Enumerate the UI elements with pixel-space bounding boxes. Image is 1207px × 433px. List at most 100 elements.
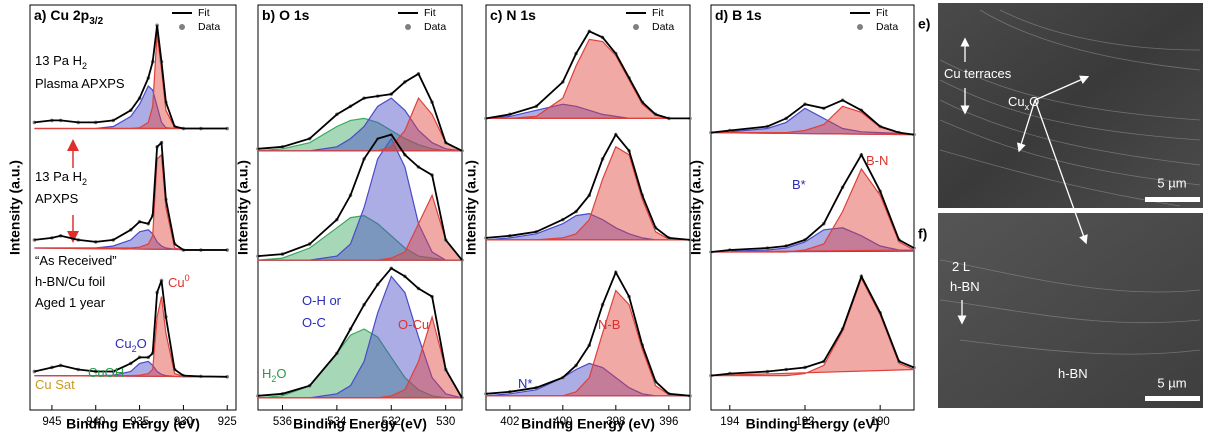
fit-line [34, 140, 228, 251]
x-tick-label: 925 [218, 416, 237, 428]
fit-line [34, 280, 228, 378]
component-peak [258, 97, 463, 152]
x-tick-label: 935 [130, 416, 149, 428]
annotation: “As Received” [35, 253, 117, 268]
x-tick-label: 945 [42, 416, 61, 428]
scale-bar [1145, 197, 1200, 202]
x-tick-label: 402 [500, 416, 519, 428]
fit-line [34, 25, 228, 130]
fit-line [710, 152, 915, 253]
fit-line [710, 99, 915, 136]
annotation-main: Cu Sat [35, 377, 75, 392]
image-label: f) [918, 226, 927, 242]
legend-label: Data [198, 21, 220, 33]
annotation: B-N [866, 153, 888, 168]
annotation-sub: 2 [132, 344, 137, 354]
panel-title-main: d) B 1s [715, 7, 762, 23]
x-tick-label: 194 [720, 416, 740, 428]
annotation-main: O-Cu [398, 317, 429, 332]
panel-title: b) O 1s [262, 7, 310, 23]
annotation-tail: O [137, 336, 147, 351]
panel-title: d) B 1s [715, 7, 762, 23]
legend-label: Data [652, 21, 674, 33]
component-peak [486, 38, 690, 119]
plot-frame [485, 4, 691, 411]
image-annotation: Cu terraces [944, 66, 1012, 81]
annotation: Cu Sat [35, 377, 75, 392]
annotation: Cu0 [168, 273, 190, 290]
y-axis-label: Intensity (a.u.) [688, 160, 704, 255]
sem-images [938, 3, 1203, 408]
legend-data-swatch [633, 24, 639, 30]
annotation-main: O-H or [302, 293, 342, 308]
plot-frame [710, 4, 915, 411]
x-tick-label: 532 [382, 416, 401, 428]
annotation-sub: 2 [82, 177, 87, 187]
y-axis-label: Intensity (a.u.) [235, 160, 251, 255]
annotation: H2O [262, 366, 287, 384]
annotation-main: N-B [598, 317, 620, 332]
legend-label: Fit [652, 7, 664, 19]
panel-title-sub: 3/2 [89, 16, 103, 27]
annotation: O-Cu [398, 317, 429, 332]
x-tick-label: 940 [86, 416, 105, 428]
annotation: N* [518, 376, 532, 391]
component-peak [486, 145, 691, 241]
fit-line [257, 133, 463, 261]
panel-title: a) Cu 2p3/2 [34, 7, 104, 27]
image-annotation-main: h-BN [950, 279, 980, 294]
legend-label: Data [424, 21, 446, 33]
x-tick-label: 930 [174, 416, 193, 428]
annotation-main: Plasma APXPS [35, 76, 125, 91]
image-annotation-main: Cu terraces [944, 66, 1012, 81]
annotation-sub: 2 [82, 61, 87, 71]
image-annotation-main: Cu [1008, 94, 1025, 109]
scale-bar [1145, 396, 1200, 401]
panel-title-main: c) N 1s [490, 7, 536, 23]
legend-data-swatch [857, 24, 863, 30]
annotation: Cu2O [115, 336, 147, 354]
x-tick-label: 396 [659, 416, 678, 428]
x-axis-label: Binding Energy (eV) [66, 416, 200, 432]
component-peak [710, 167, 915, 253]
annotation-main: B* [792, 177, 806, 192]
x-tick-label: 400 [553, 416, 572, 428]
legend-label: Fit [198, 7, 210, 19]
fit-line [485, 270, 691, 397]
annotation-main: CuOH [88, 365, 124, 380]
component-peak [34, 85, 228, 130]
x-tick-label: 536 [273, 416, 292, 428]
terrace-lines [939, 9, 1201, 355]
legend-label: Data [876, 21, 898, 33]
panel-title-main: b) O 1s [262, 7, 310, 23]
legend-data-swatch [179, 24, 185, 30]
annotation-main: O-C [302, 315, 326, 330]
fit-line [485, 132, 691, 241]
panel-title-main: a) Cu 2p [34, 7, 89, 23]
annotation: Aged 1 year [35, 295, 106, 310]
component-peak [486, 289, 691, 397]
legend-label: Fit [424, 7, 436, 19]
annotation: O-H or [302, 293, 342, 308]
annotation-sub: 2 [271, 374, 276, 384]
annotation: N-B [598, 317, 620, 332]
sem-image-e [938, 3, 1203, 208]
component-peak [34, 229, 228, 251]
fit-line [710, 274, 915, 377]
annotation-main: h-BN/Cu foil [35, 274, 105, 289]
plot-frame [257, 4, 463, 411]
annotation-tail: O [276, 366, 286, 381]
y-axis-label: Intensity (a.u.) [7, 160, 23, 255]
component-peak [258, 275, 463, 399]
image-annotation: CuxO [1008, 94, 1039, 112]
annotation-main: APXPS [35, 191, 79, 206]
image-annotation-main: 2 L [952, 259, 970, 274]
image-label: e) [918, 16, 930, 32]
x-axis-label: Binding Energy (eV) [746, 416, 880, 432]
annotation: CuOH [88, 365, 124, 380]
annotation: APXPS [35, 191, 79, 206]
annotation-main: “As Received” [35, 253, 117, 268]
x-tick-label: 192 [795, 416, 814, 428]
image-annotation: 2 L [952, 259, 970, 274]
